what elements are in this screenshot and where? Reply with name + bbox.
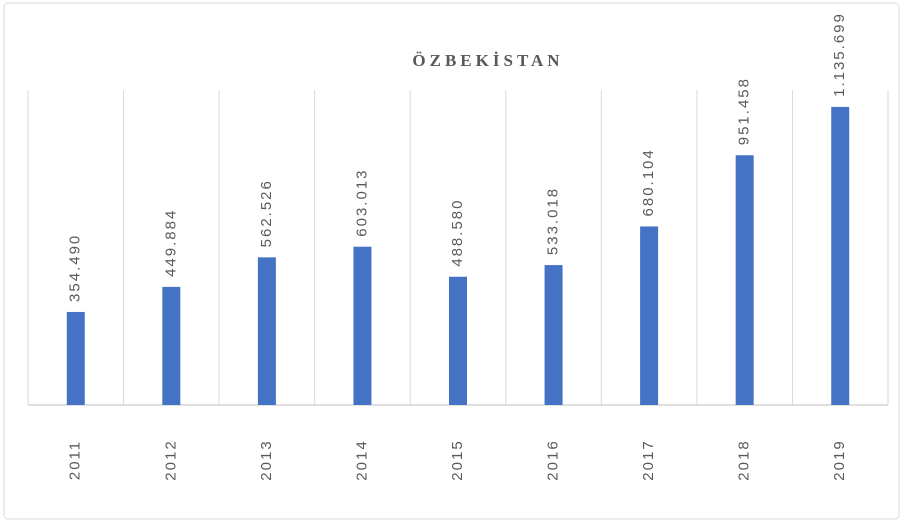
data-label: 562.526 (258, 179, 275, 247)
data-label: 680.104 (640, 148, 657, 216)
data-label: 488.580 (449, 199, 466, 267)
x-tick-label: 2018 (736, 439, 753, 480)
bar (544, 265, 563, 405)
x-tick-label: 2017 (640, 439, 657, 480)
x-tick-label: 2019 (831, 439, 848, 480)
data-label: 354.490 (67, 234, 84, 302)
chart-title: ÖZBEKİSTAN (412, 51, 563, 70)
bar (735, 155, 754, 405)
x-tick-label: 2014 (353, 439, 370, 480)
bar (353, 246, 372, 405)
x-tick-label: 2011 (67, 440, 84, 480)
x-tick-label: 2012 (162, 439, 179, 480)
x-tick-label: 2015 (449, 439, 466, 480)
bar (162, 286, 181, 405)
data-label: 533.018 (545, 187, 562, 255)
chart-border (3, 2, 900, 520)
bar (66, 311, 85, 405)
bar (257, 257, 276, 405)
data-label: 603.013 (353, 168, 370, 236)
x-tick-label: 2013 (258, 439, 275, 480)
data-label: 951.458 (736, 77, 753, 145)
data-label: 1.135.699 (831, 12, 848, 97)
x-tick-label: 2016 (545, 439, 562, 480)
data-label: 449.884 (162, 209, 179, 277)
bar (449, 276, 467, 405)
bar (831, 106, 850, 405)
bar (640, 226, 659, 405)
